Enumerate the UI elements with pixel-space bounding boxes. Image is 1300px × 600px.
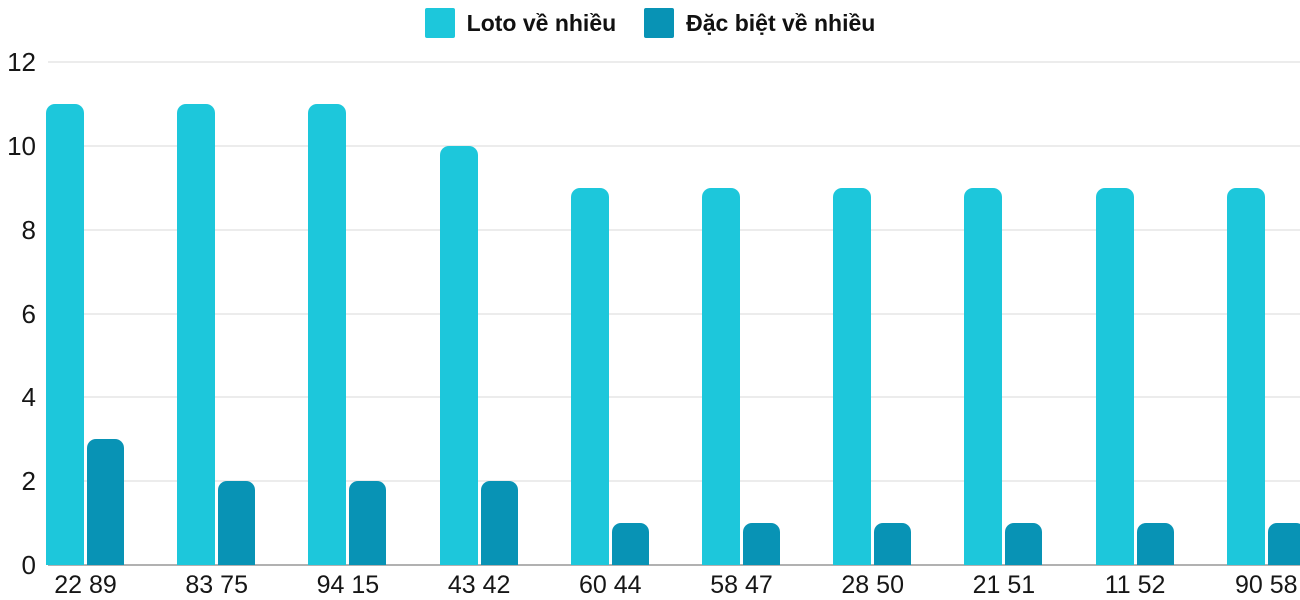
gridline xyxy=(48,312,1300,315)
gridline xyxy=(48,228,1300,231)
bar-loto-8[interactable] xyxy=(1095,187,1134,565)
y-tick-label: 4 xyxy=(21,382,36,413)
gridline xyxy=(48,61,1300,63)
bar-loto-1[interactable] xyxy=(177,103,216,565)
gridline xyxy=(48,144,1300,147)
bar-loto-2[interactable] xyxy=(308,103,347,565)
bar-dacbiet-9[interactable] xyxy=(1267,523,1300,565)
x-tick-label: 28 50 xyxy=(841,571,904,599)
chart-legend: Loto về nhiều Đặc biệt về nhiều xyxy=(0,8,1300,38)
bar-dacbiet-2[interactable] xyxy=(349,481,387,565)
gridline xyxy=(48,396,1300,399)
x-axis-baseline xyxy=(48,564,1300,566)
bar-loto-7[interactable] xyxy=(964,187,1003,565)
bar-dacbiet-3[interactable] xyxy=(480,481,518,565)
bar-loto-6[interactable] xyxy=(833,187,872,565)
bar-dacbiet-6[interactable] xyxy=(874,523,912,565)
bar-dacbiet-7[interactable] xyxy=(1005,523,1043,565)
x-tick-label: 58 47 xyxy=(710,571,773,599)
x-tick-label: 22 89 xyxy=(54,571,117,599)
bar-dacbiet-4[interactable] xyxy=(611,523,649,565)
bar-dacbiet-1[interactable] xyxy=(218,481,256,565)
bar-loto-0[interactable] xyxy=(46,103,84,565)
bar-loto-4[interactable] xyxy=(570,187,609,565)
bar-dacbiet-0[interactable] xyxy=(87,439,124,565)
y-tick-label: 8 xyxy=(21,214,36,245)
bar-loto-3[interactable] xyxy=(439,145,478,565)
legend-swatch-loto-icon xyxy=(424,8,455,38)
gridline xyxy=(48,480,1300,483)
x-tick-label: 11 52 xyxy=(1104,571,1166,599)
legend-label-loto: Loto về nhiều xyxy=(466,10,617,36)
x-tick-label: 60 44 xyxy=(579,571,642,599)
legend-item-dacbiet[interactable]: Đặc biệt về nhiều xyxy=(644,8,875,38)
legend-label-dacbiet: Đặc biệt về nhiều xyxy=(686,10,876,36)
bar-dacbiet-8[interactable] xyxy=(1136,523,1174,565)
x-tick-label: 83 75 xyxy=(185,571,248,599)
y-tick-label: 2 xyxy=(21,466,36,497)
x-tick-label: 90 58 xyxy=(1235,571,1298,599)
x-tick-label: 21 51 xyxy=(972,571,1036,599)
legend-swatch-dacbiet-icon xyxy=(644,8,675,38)
y-tick-label: 12 xyxy=(7,47,36,77)
bar-loto-9[interactable] xyxy=(1226,187,1265,565)
x-tick-label: 43 42 xyxy=(447,571,511,599)
y-tick-label: 0 xyxy=(21,550,36,580)
y-tick-label: 6 xyxy=(21,298,36,329)
bar-loto-5[interactable] xyxy=(702,187,740,565)
x-tick-label: 94 15 xyxy=(316,571,380,599)
legend-item-loto[interactable]: Loto về nhiều xyxy=(424,8,617,38)
y-tick-label: 10 xyxy=(7,130,36,161)
bar-dacbiet-5[interactable] xyxy=(743,523,780,565)
